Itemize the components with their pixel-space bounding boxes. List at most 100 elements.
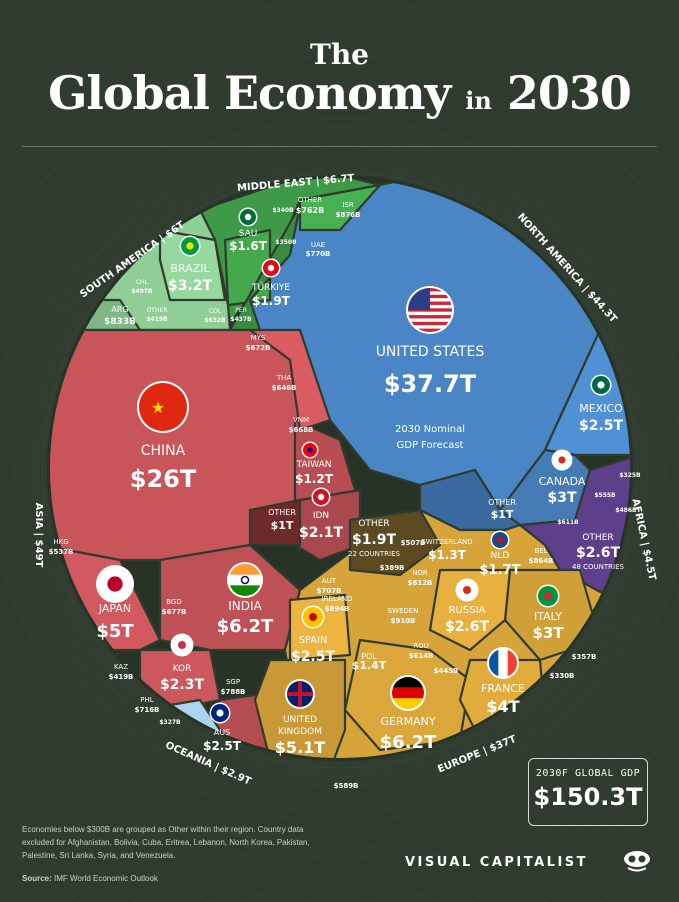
value-sa-chl: $497B [131, 288, 153, 295]
cell-isr-other [298, 183, 382, 232]
center-note-line1: 2030 Nominal [395, 424, 465, 435]
label-aus: AUS [214, 728, 230, 737]
label-france: FRANCE [481, 682, 525, 695]
value-tha: $646B [272, 384, 297, 392]
title-divider [22, 146, 657, 147]
value-brazil: $3.2T [168, 278, 213, 294]
label-taiwan: TAIWAN [296, 460, 332, 470]
global-gdp-value: $150.3T [533, 783, 643, 811]
label-ireland: IRELAND [322, 595, 353, 603]
label-bel: BEL [534, 547, 547, 555]
label-sa-per: PER [235, 307, 247, 314]
value-me-other: $762B [296, 206, 324, 215]
de-flag-bands [392, 677, 424, 709]
fr-flag-bands [489, 649, 517, 677]
value-sgp: $788B [221, 688, 246, 696]
value-nor: $612B [408, 579, 433, 587]
value-prt: $445B [434, 667, 459, 675]
value-phl: $716B [135, 706, 160, 714]
label-canada: CANADA [539, 475, 586, 488]
value-irn: $350B [275, 239, 297, 246]
label-kor: KOR [173, 664, 192, 674]
cell-united-kingdom [253, 658, 347, 758]
value-pol: $1.4T [352, 659, 387, 672]
label-uae: UAE [311, 241, 325, 249]
label-bgd: BGD [166, 598, 182, 606]
label-arg: ARG [111, 305, 128, 314]
value-sa-other: $419B [146, 316, 168, 323]
label-italy: ITALY [534, 610, 562, 623]
value-india: $6.2T [217, 616, 274, 637]
value-russia: $2.6T [445, 619, 490, 635]
value-dnk: $589B [334, 782, 359, 790]
label-sa-chl: CHL [136, 279, 149, 286]
jp-flag-disc [107, 576, 123, 592]
label-rou: ROU [413, 642, 429, 650]
value-canada: $3T [547, 490, 576, 506]
value-qat: $340B [272, 207, 294, 214]
value-mys: $672B [246, 344, 271, 352]
value-cze: $507B [401, 539, 426, 547]
source-line: Source: IMF World Economic Outlook [22, 874, 158, 883]
value-grc: $357B [572, 653, 597, 661]
value-asia-other: $1T [271, 519, 294, 532]
value-na-other: $1T [491, 508, 514, 521]
value-mexico: $2.5T [579, 418, 624, 434]
region-label-africa: AFRICA | $4.5T [629, 498, 657, 582]
value-france: $4T [486, 697, 519, 716]
value-kor: $2.3T [160, 677, 205, 693]
value-uae: $770B [306, 250, 331, 258]
value-aus: $2.5T [203, 739, 242, 753]
label-switzerland: SWITZERLAND [421, 538, 472, 546]
label-me-other: OTHER [298, 196, 322, 204]
label-sa-col: COL [209, 308, 222, 315]
title-year: 2030 [506, 66, 632, 120]
value-ireland: $894B [325, 605, 350, 613]
value-africa-other: $2.6T [576, 545, 621, 561]
label-tha: THA [276, 374, 292, 382]
value-arg: $833B [104, 317, 136, 327]
value-united-kingdom: $5.1T [275, 738, 325, 757]
cn-flag-star: ★ [151, 398, 165, 417]
value-hkg: $537B [49, 548, 74, 556]
label-sau: SAU [239, 229, 258, 239]
value-bgd: $677B [162, 608, 187, 616]
label-sweden: SWEDEN [388, 607, 419, 615]
label-nor: NOR [412, 569, 428, 577]
label-europe-other: OTHER [358, 519, 389, 529]
value-spain: $2.5T [291, 649, 336, 665]
label-aut: AUT [322, 577, 337, 585]
value-switzerland: $1.3T [428, 548, 467, 562]
label-na-other: OTHER [488, 498, 516, 507]
visual-capitalist-logo-icon [624, 851, 650, 872]
value-sa-per: $437B [230, 316, 252, 323]
value-nzl: $327B [159, 719, 181, 726]
label-germany: GERMANY [380, 715, 435, 728]
value-rou: $614B [409, 652, 434, 660]
cell-europe-other [348, 508, 442, 577]
label-pol: POL [361, 652, 377, 661]
value-zaf: $486B [615, 507, 637, 514]
source-text: IMF World Economic Outlook [54, 874, 158, 883]
label-turkiye: TÜRKIYE [251, 282, 290, 293]
value-nld: $1.7T [480, 563, 521, 578]
value-united-states: $37.7T [384, 370, 477, 398]
label-kaz: KAZ [114, 663, 128, 671]
value-bel: $864B [529, 557, 554, 565]
value-hun: $389B [380, 564, 405, 572]
title-the: The [309, 38, 369, 71]
label-sa-other: OTHER [147, 307, 168, 314]
page-title: Global Economy in 2030 [0, 66, 679, 120]
label-china: CHINA [141, 443, 186, 459]
value-sweden: $910B [391, 617, 416, 625]
value-turkiye: $1.9T [252, 294, 291, 308]
value-egy: $611B [557, 519, 579, 526]
value-china: $26T [130, 465, 197, 493]
value-aut: $707B [317, 587, 342, 595]
label-isr: ISR [342, 201, 354, 209]
footnote: Economies below $300B are grouped as Oth… [22, 825, 310, 860]
value-taiwan: $1.2T [295, 472, 334, 486]
global-gdp-box: 2030F GLOBAL GDP $150.3T [528, 758, 648, 826]
cell-russia [428, 568, 512, 652]
